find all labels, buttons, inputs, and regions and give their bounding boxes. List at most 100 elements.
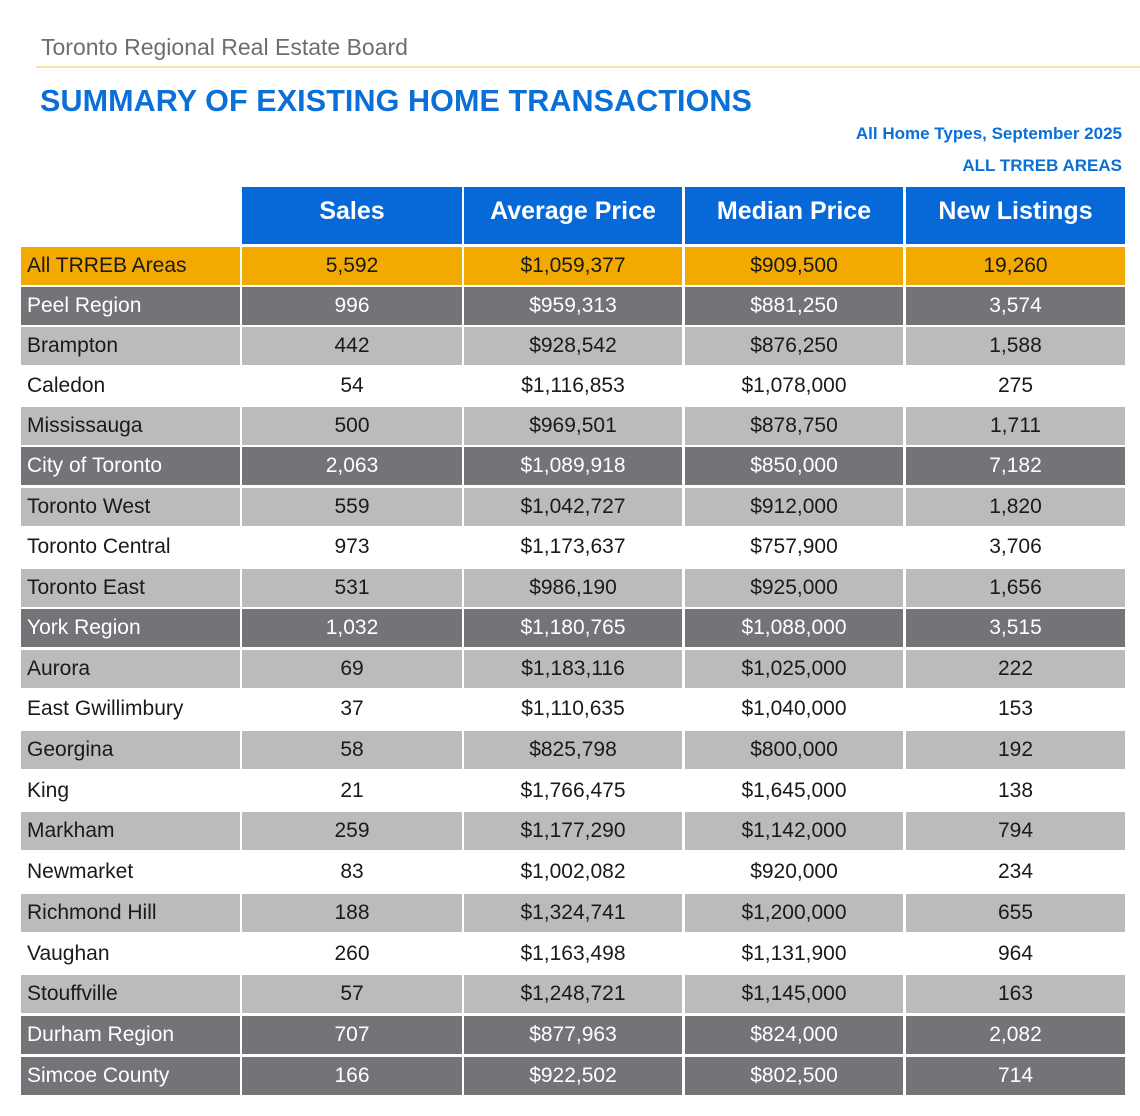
median-price-cell: $909,500 — [685, 247, 903, 285]
new-listings-cell: 153 — [906, 690, 1125, 728]
median-price-cell: $1,131,900 — [685, 935, 903, 973]
median-price-cell: $850,000 — [685, 447, 903, 485]
median-price-cell: $802,500 — [685, 1057, 903, 1095]
average-price-cell: $1,183,116 — [464, 650, 682, 688]
sales-cell: 69 — [242, 650, 462, 688]
area-cell: Caledon — [21, 367, 240, 405]
average-price-cell: $1,059,377 — [464, 247, 682, 285]
sales-cell: 58 — [242, 731, 462, 769]
median-price-cell: $1,025,000 — [685, 650, 903, 688]
new-listings-cell: 222 — [906, 650, 1125, 688]
sales-cell: 37 — [242, 690, 462, 728]
area-cell: Aurora — [21, 650, 240, 688]
median-price-cell: $881,250 — [685, 287, 903, 325]
table-row: Toronto East 531 $986,190 $925,000 1,656 — [21, 569, 1125, 607]
new-listings-cell: 655 — [906, 894, 1125, 932]
new-listings-cell: 3,515 — [906, 609, 1125, 647]
column-header-median-price: Median Price — [685, 187, 903, 244]
sales-cell: 57 — [242, 975, 462, 1013]
area-cell: East Gwillimbury — [21, 690, 240, 728]
area-cell: Brampton — [21, 327, 240, 365]
average-price-cell: $1,110,635 — [464, 690, 682, 728]
new-listings-cell: 234 — [906, 853, 1125, 891]
sales-cell: 21 — [242, 772, 462, 810]
average-price-cell: $1,324,741 — [464, 894, 682, 932]
sales-cell: 1,032 — [242, 609, 462, 647]
header-divider — [36, 66, 1140, 68]
table-row: Vaughan 260 $1,163,498 $1,131,900 964 — [21, 935, 1125, 973]
average-price-cell: $825,798 — [464, 731, 682, 769]
median-price-cell: $876,250 — [685, 327, 903, 365]
average-price-cell: $928,542 — [464, 327, 682, 365]
new-listings-cell: 1,656 — [906, 569, 1125, 607]
sales-cell: 5,592 — [242, 247, 462, 285]
sales-cell: 996 — [242, 287, 462, 325]
area-cell: Newmarket — [21, 853, 240, 891]
median-price-cell: $800,000 — [685, 731, 903, 769]
area-cell: Simcoe County — [21, 1057, 240, 1095]
table-row: Caledon 54 $1,116,853 $1,078,000 275 — [21, 367, 1125, 405]
table-row: Newmarket 83 $1,002,082 $920,000 234 — [21, 853, 1125, 891]
page-title: SUMMARY OF EXISTING HOME TRANSACTIONS — [40, 84, 753, 118]
median-price-cell: $878,750 — [685, 407, 903, 445]
median-price-cell: $912,000 — [685, 488, 903, 526]
area-cell: Peel Region — [21, 287, 240, 325]
average-price-cell: $1,116,853 — [464, 367, 682, 405]
area-cell: York Region — [21, 609, 240, 647]
table-row: Simcoe County 166 $922,502 $802,500 714 — [21, 1057, 1125, 1095]
table-row: York Region 1,032 $1,180,765 $1,088,000 3,51… — [21, 609, 1125, 647]
area-cell: Richmond Hill — [21, 894, 240, 932]
sales-cell: 500 — [242, 407, 462, 445]
sales-cell: 531 — [242, 569, 462, 607]
table-row: Durham Region 707 $877,963 $824,000 2,082 — [21, 1016, 1125, 1054]
new-listings-cell: 3,706 — [906, 528, 1125, 566]
median-price-cell: $1,040,000 — [685, 690, 903, 728]
average-price-cell: $1,248,721 — [464, 975, 682, 1013]
subtitle-area: ALL TRREB AREAS — [962, 156, 1122, 175]
new-listings-cell: 1,820 — [906, 488, 1125, 526]
table-row: Peel Region 996 $959,313 $881,250 3,574 — [21, 287, 1125, 325]
table-row: Richmond Hill 188 $1,324,741 $1,200,000 655 — [21, 894, 1125, 932]
column-header-average-price: Average Price — [464, 187, 682, 244]
sales-cell: 559 — [242, 488, 462, 526]
new-listings-cell: 192 — [906, 731, 1125, 769]
table-row: Stouffville 57 $1,248,721 $1,145,000 163 — [21, 975, 1125, 1013]
average-price-cell: $969,501 — [464, 407, 682, 445]
area-cell: Mississauga — [21, 407, 240, 445]
subtitle-period: All Home Types, September 2025 — [855, 124, 1122, 143]
average-price-cell: $1,042,727 — [464, 488, 682, 526]
median-price-cell: $1,145,000 — [685, 975, 903, 1013]
average-price-cell: $1,163,498 — [464, 935, 682, 973]
average-price-cell: $1,180,765 — [464, 609, 682, 647]
table-row: East Gwillimbury 37 $1,110,635 $1,040,000 15… — [21, 690, 1125, 728]
median-price-cell: $920,000 — [685, 853, 903, 891]
area-cell: Toronto Central — [21, 528, 240, 566]
sales-cell: 54 — [242, 367, 462, 405]
median-price-cell: $1,200,000 — [685, 894, 903, 932]
area-cell: Georgina — [21, 731, 240, 769]
table-row: Georgina 58 $825,798 $800,000 192 — [21, 731, 1125, 769]
area-cell: Durham Region — [21, 1016, 240, 1054]
new-listings-cell: 275 — [906, 367, 1125, 405]
table-row: Mississauga 500 $969,501 $878,750 1,711 — [21, 407, 1125, 445]
median-price-cell: $1,078,000 — [685, 367, 903, 405]
area-cell: Toronto East — [21, 569, 240, 607]
sales-cell: 83 — [242, 853, 462, 891]
average-price-cell: $877,963 — [464, 1016, 682, 1054]
sales-cell: 166 — [242, 1057, 462, 1095]
table-row: Markham 259 $1,177,290 $1,142,000 794 — [21, 812, 1125, 850]
new-listings-cell: 19,260 — [906, 247, 1125, 285]
median-price-cell: $757,900 — [685, 528, 903, 566]
average-price-cell: $986,190 — [464, 569, 682, 607]
area-cell: Toronto West — [21, 488, 240, 526]
table-row: Aurora 69 $1,183,116 $1,025,000 222 — [21, 650, 1125, 688]
new-listings-cell: 138 — [906, 772, 1125, 810]
new-listings-cell: 1,588 — [906, 327, 1125, 365]
table-row: Brampton 442 $928,542 $876,250 1,588 — [21, 327, 1125, 365]
area-cell: Stouffville — [21, 975, 240, 1013]
new-listings-cell: 2,082 — [906, 1016, 1125, 1054]
median-price-cell: $1,142,000 — [685, 812, 903, 850]
average-price-cell: $1,766,475 — [464, 772, 682, 810]
median-price-cell: $1,088,000 — [685, 609, 903, 647]
average-price-cell: $1,002,082 — [464, 853, 682, 891]
